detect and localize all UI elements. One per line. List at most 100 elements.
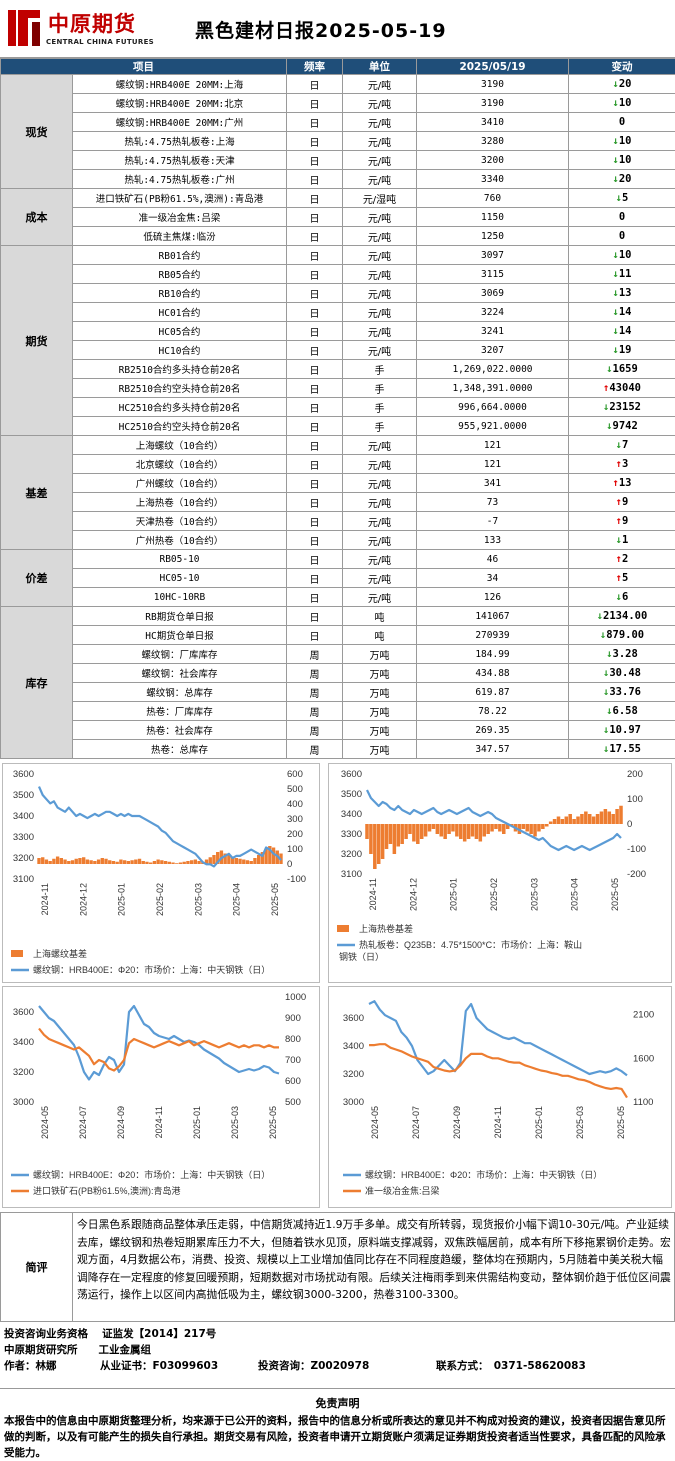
bar-mark <box>611 814 615 824</box>
change-cell: ↓33.76 <box>568 682 675 702</box>
item-cell: RB10合约 <box>72 283 287 303</box>
change-cell: ↓7 <box>568 435 675 455</box>
change-value: 2 <box>622 553 629 565</box>
bar-mark <box>264 849 268 864</box>
bar-mark <box>156 859 160 864</box>
x-tick: 2025-01 <box>192 1106 202 1139</box>
change-value: 17.55 <box>609 743 641 755</box>
value-cell: 3190 <box>416 74 569 94</box>
value-cell: 3097 <box>416 245 569 265</box>
change-cell: ↓879.00 <box>568 625 675 645</box>
bar-mark <box>130 860 134 864</box>
freq-cell: 日 <box>286 150 343 170</box>
arrow-down-icon: ↓ <box>615 439 622 451</box>
unit-cell: 万吨 <box>342 663 417 683</box>
change-value: 3 <box>622 458 629 470</box>
bar-mark <box>451 824 455 832</box>
bar-mark <box>560 819 565 824</box>
table-row: HC期货仓单日报日吨 270939 ↓879.00 <box>1 625 675 645</box>
col-header-date: 2025/05/19 <box>416 58 569 75</box>
y-left-tick: 3600 <box>341 769 362 780</box>
arrow-down-icon: ↓ <box>603 686 610 698</box>
series-line <box>37 786 282 868</box>
item-cell: 热轧:4.75热轧板卷:广州 <box>72 169 287 189</box>
y-left-tick: 3400 <box>13 1037 34 1048</box>
table-row: 螺纹钢:HRB400E 20MM:广州日元/吨 3410 0 <box>1 112 675 132</box>
item-cell: 热轧:4.75热轧板卷:上海 <box>72 131 287 151</box>
group-label: 期货 <box>0 245 73 436</box>
value-cell: 3207 <box>416 340 569 360</box>
bar-mark <box>521 824 526 829</box>
change-value: 23152 <box>609 401 641 413</box>
x-tick: 2025-02 <box>489 878 499 911</box>
bar-mark <box>89 860 93 864</box>
group-label: 成本 <box>0 188 73 246</box>
freq-cell: 日 <box>286 492 343 512</box>
item-cell: 准一级冶金焦:吕梁 <box>72 207 287 227</box>
change-value: 9742 <box>612 420 638 432</box>
bar-mark <box>412 824 416 842</box>
value-cell: 141067 <box>416 606 569 626</box>
bar-mark <box>193 859 198 864</box>
table-row: 热卷：社会库存周万吨 269.35 ↓10.97 <box>1 720 675 740</box>
change-cell: ↓6.58 <box>568 701 675 721</box>
unit-cell: 元/吨 <box>342 321 417 341</box>
bar-mark <box>447 824 451 834</box>
bar-mark <box>369 824 373 854</box>
bar-mark <box>52 858 56 864</box>
change-cell: ↑2 <box>568 549 675 569</box>
bar-mark <box>365 824 369 839</box>
series-line <box>38 1027 279 1072</box>
bar-mark <box>587 814 592 824</box>
bar-mark <box>388 824 393 844</box>
bar-mark <box>122 860 127 864</box>
legend-entry: 热轧板卷：Q235B：4.75*1500*C：市场价：上海：鞍山钢铁（日） <box>339 939 582 962</box>
bar-mark <box>115 861 119 864</box>
freq-cell: 日 <box>286 340 343 360</box>
change-cell: ↓19 <box>568 340 675 360</box>
legend-entry: 螺纹钢：HRB400E：Φ20：市场价：上海：中天钢铁（日） <box>33 1169 270 1180</box>
table-row: HC10合约日元/吨 3207 ↓19 <box>1 340 675 360</box>
legend-swatch <box>337 925 349 932</box>
item-cell: HC期货仓单日报 <box>72 625 287 645</box>
x-tick: 2024-12 <box>408 878 418 911</box>
bar-mark <box>552 819 557 824</box>
x-tick: 2024-11 <box>368 878 378 910</box>
change-value: 5 <box>622 192 629 204</box>
y-left-tick: 3400 <box>341 809 362 820</box>
unit-cell: 元/吨 <box>342 549 417 569</box>
change-value: 10 <box>618 154 632 166</box>
report-title: 黑色建材日报2025-05-19 <box>195 20 447 42</box>
bar-mark <box>260 852 265 864</box>
bar-mark <box>48 861 52 864</box>
bar-mark <box>427 824 432 832</box>
change-cell: ↓20 <box>568 74 675 94</box>
item-cell: RB期货仓单日报 <box>72 606 287 626</box>
value-cell: 121 <box>416 435 569 455</box>
table-header-row: 项目 频率 单位 2025/05/19 变动 <box>0 58 675 75</box>
y-left-tick: 3000 <box>13 1097 34 1108</box>
change-cell: 0 <box>568 226 675 246</box>
y-right-tick: 500 <box>285 1097 301 1108</box>
freq-cell: 日 <box>286 606 343 626</box>
y-right-tick: -200 <box>627 869 646 880</box>
bar-mark <box>78 858 82 864</box>
bar-mark <box>216 852 220 864</box>
change-cell: ↑5 <box>568 568 675 588</box>
unit-cell: 元/吨 <box>342 283 417 303</box>
unit-cell: 元/吨 <box>342 131 417 151</box>
bar-mark <box>93 861 97 864</box>
y-left-tick: 3400 <box>13 811 34 822</box>
change-cell: ↑3 <box>568 454 675 474</box>
x-tick: 2025-03 <box>193 883 203 916</box>
change-value: 1659 <box>612 363 638 375</box>
bar-mark <box>37 858 41 864</box>
col-header-item: 项目 <box>0 58 287 75</box>
bar-mark <box>505 824 510 829</box>
y-right-tick: 100 <box>627 794 643 805</box>
series-line <box>366 789 622 852</box>
bar-mark <box>253 858 257 864</box>
bar-mark <box>459 824 463 839</box>
value-cell: 347.57 <box>416 739 569 759</box>
bar-mark <box>104 858 108 864</box>
